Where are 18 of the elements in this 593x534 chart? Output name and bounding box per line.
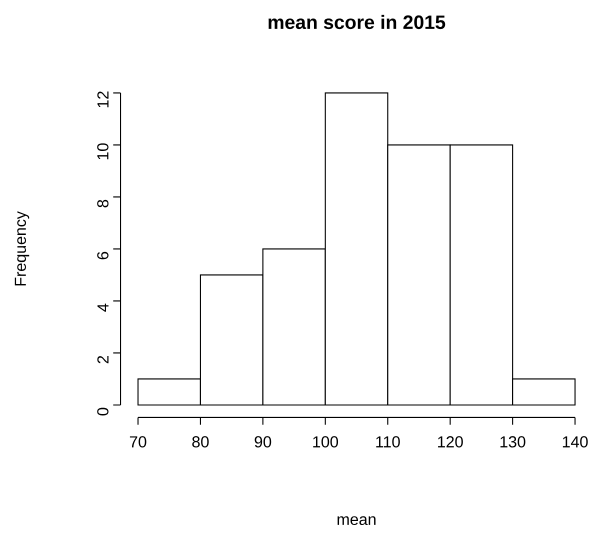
x-axis-title: mean [338,516,376,526]
y-tick-label: 0 [97,408,108,416]
y-tick-label: 2 [97,356,108,364]
y-axis-title: Frequency [14,211,30,286]
x-tick-label: 130 [500,436,526,448]
chart-title: mean score in 2015 [268,14,446,30]
y-tick-label: 6 [97,252,108,260]
y-tick-label: 8 [97,200,108,208]
y-tick-label: 10 [97,143,108,160]
y-tick-label: 12 [97,92,108,108]
x-tick-label: 140 [562,436,588,448]
x-tick-label: 80 [192,436,209,448]
x-tick-label: 70 [130,436,146,448]
x-tick-label: 100 [313,436,338,448]
x-tick-label: 110 [376,436,400,448]
x-tick-label: 90 [254,436,272,448]
y-tick-label: 4 [97,304,108,312]
x-tick-label: 120 [438,436,463,448]
